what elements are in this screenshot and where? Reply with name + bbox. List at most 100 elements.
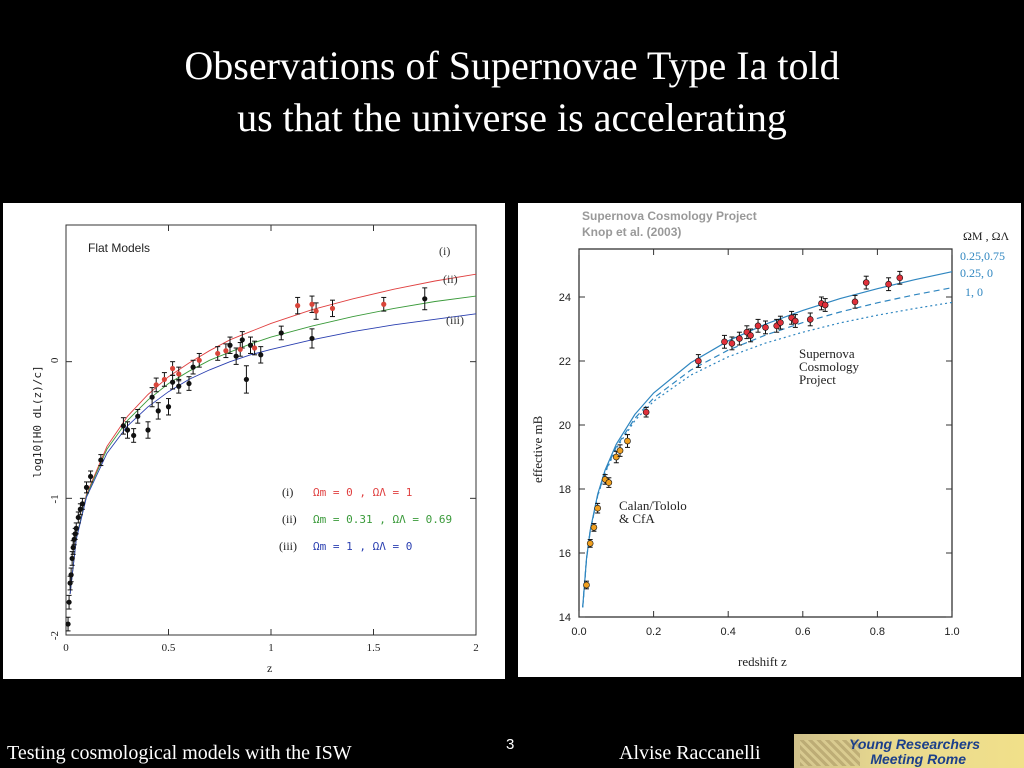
logo-graphic (800, 740, 860, 766)
data-point (176, 383, 182, 389)
axis-ticks: 0.0 0.2 0.4 0.6 0.8 1.0 14 16 18 20 22 24 (559, 249, 960, 638)
data-point (747, 332, 754, 339)
data-point (66, 599, 72, 605)
x-tick-label: 2 (473, 642, 479, 654)
logo-text-line-1: Young Researchers (849, 736, 980, 752)
data-point (98, 457, 104, 463)
logo-text-line-2: Meeting Rome (870, 751, 966, 767)
y-tick-label: -1 (49, 494, 61, 503)
data-point (153, 382, 159, 388)
data-point (252, 345, 258, 351)
data-point (227, 342, 233, 348)
annotation-scp-2: Cosmology (799, 359, 859, 374)
flat-models-chart: 0 0.5 1 1.5 2 -2 -1 0 Flat Models (i) (ii) (iii… (31, 224, 479, 675)
data-point (68, 572, 74, 578)
y-tick-label: 20 (559, 420, 571, 432)
annotation-calan-2: & CfA (619, 511, 655, 526)
data-point (223, 348, 229, 354)
data-point (69, 555, 75, 562)
plot-frame (578, 248, 953, 618)
data-point (862, 279, 870, 286)
data-point (309, 335, 315, 342)
legend-item-3: 1, 0 (965, 285, 983, 299)
data-point (237, 346, 243, 352)
slide-title-line-2: us that the universe is accelerating (237, 95, 787, 140)
y-tick-label: 22 (559, 356, 571, 368)
legend-header: ΩM , ΩΛ (963, 229, 1010, 243)
legend-text-i: Ωm = 0 , ΩΛ = 1 (313, 486, 412, 499)
data-point (329, 305, 336, 311)
data-point (79, 501, 85, 507)
data-point (161, 376, 167, 383)
series-curve (69, 313, 477, 595)
x-tick-label: 0.4 (721, 626, 736, 638)
x-tick-label: 0.0 (571, 626, 586, 638)
x-tick-label: 0.8 (870, 626, 885, 638)
supernova-cosmology-chart-panel: 0.0 0.2 0.4 0.6 0.8 1.0 14 16 18 20 22 24 Supernova… (518, 203, 1021, 677)
data-point (149, 394, 155, 400)
annotation-scp-3: Project (799, 372, 836, 387)
data-point (896, 274, 904, 282)
data-point (806, 316, 814, 323)
data-point (295, 303, 301, 309)
legend-id-ii: (ii) (282, 512, 297, 526)
data-point (605, 479, 613, 486)
data-point (381, 301, 387, 307)
model-curves (582, 271, 953, 608)
legend: (i) Ωm = 0 , ΩΛ = 1 (ii) Ωm = 0.31 , ΩΛ … (279, 485, 452, 553)
flat-models-chart-panel: 0 0.5 1 1.5 2 -2 -1 0 Flat Models (i) (ii) (iii… (3, 203, 505, 679)
data-point (590, 524, 598, 531)
model-curves (69, 273, 477, 595)
chart-title: Flat Models (88, 241, 150, 255)
data-point (145, 427, 151, 433)
data-point (120, 423, 126, 429)
supernova-cosmology-chart: 0.0 0.2 0.4 0.6 0.8 1.0 14 16 18 20 22 24 Supernova… (530, 209, 1010, 669)
data-point (131, 432, 137, 439)
data-point (736, 335, 743, 342)
legend-id-i: (i) (282, 485, 293, 499)
chart-subtitle: Knop et al. (2003) (582, 225, 681, 239)
data-point (624, 437, 631, 445)
data-point (728, 340, 736, 347)
x-tick-label: 0 (63, 642, 69, 654)
data-point (215, 350, 221, 357)
data-point (65, 621, 71, 627)
x-axis-label: z (267, 661, 272, 675)
x-tick-label: 1.0 (944, 626, 959, 638)
chart-title: Supernova Cosmology Project (582, 209, 757, 223)
y-tick-label: 18 (559, 484, 571, 496)
data-point (233, 353, 239, 359)
curve-label-iii: (iii) (446, 313, 464, 327)
series-curve (582, 301, 953, 608)
data-point (885, 280, 892, 288)
y-tick-label: 14 (559, 612, 571, 624)
data-point (83, 484, 90, 490)
data-point (695, 357, 702, 365)
x-tick-label: 0.5 (162, 642, 176, 654)
data-point (309, 301, 315, 307)
y-tick-label: 16 (559, 548, 571, 560)
data-point (754, 322, 762, 330)
data-point (721, 338, 728, 346)
data-point (70, 544, 76, 551)
x-tick-label: 1 (268, 642, 274, 654)
data-point (616, 447, 624, 454)
data-point (73, 525, 79, 531)
data-point (851, 298, 859, 306)
data-point (313, 308, 319, 314)
data-point (247, 342, 254, 348)
series-curve (582, 271, 953, 608)
data-point (583, 581, 590, 589)
curve-label-i: (i) (439, 244, 450, 258)
y-tick-label: -2 (49, 631, 61, 640)
data-point (792, 317, 799, 325)
data-point (642, 408, 650, 416)
slide-title-line-1: Observations of Supernovae Type Ia told (184, 43, 840, 88)
data-point (155, 408, 161, 414)
annotation-calan-1: Calan/Tololo (619, 498, 687, 513)
data-point (762, 324, 769, 331)
legend-text-ii: Ωm = 0.31 , ΩΛ = 0.69 (313, 513, 452, 526)
data-point (88, 473, 94, 480)
data-point (613, 453, 620, 461)
data-point (239, 337, 245, 343)
